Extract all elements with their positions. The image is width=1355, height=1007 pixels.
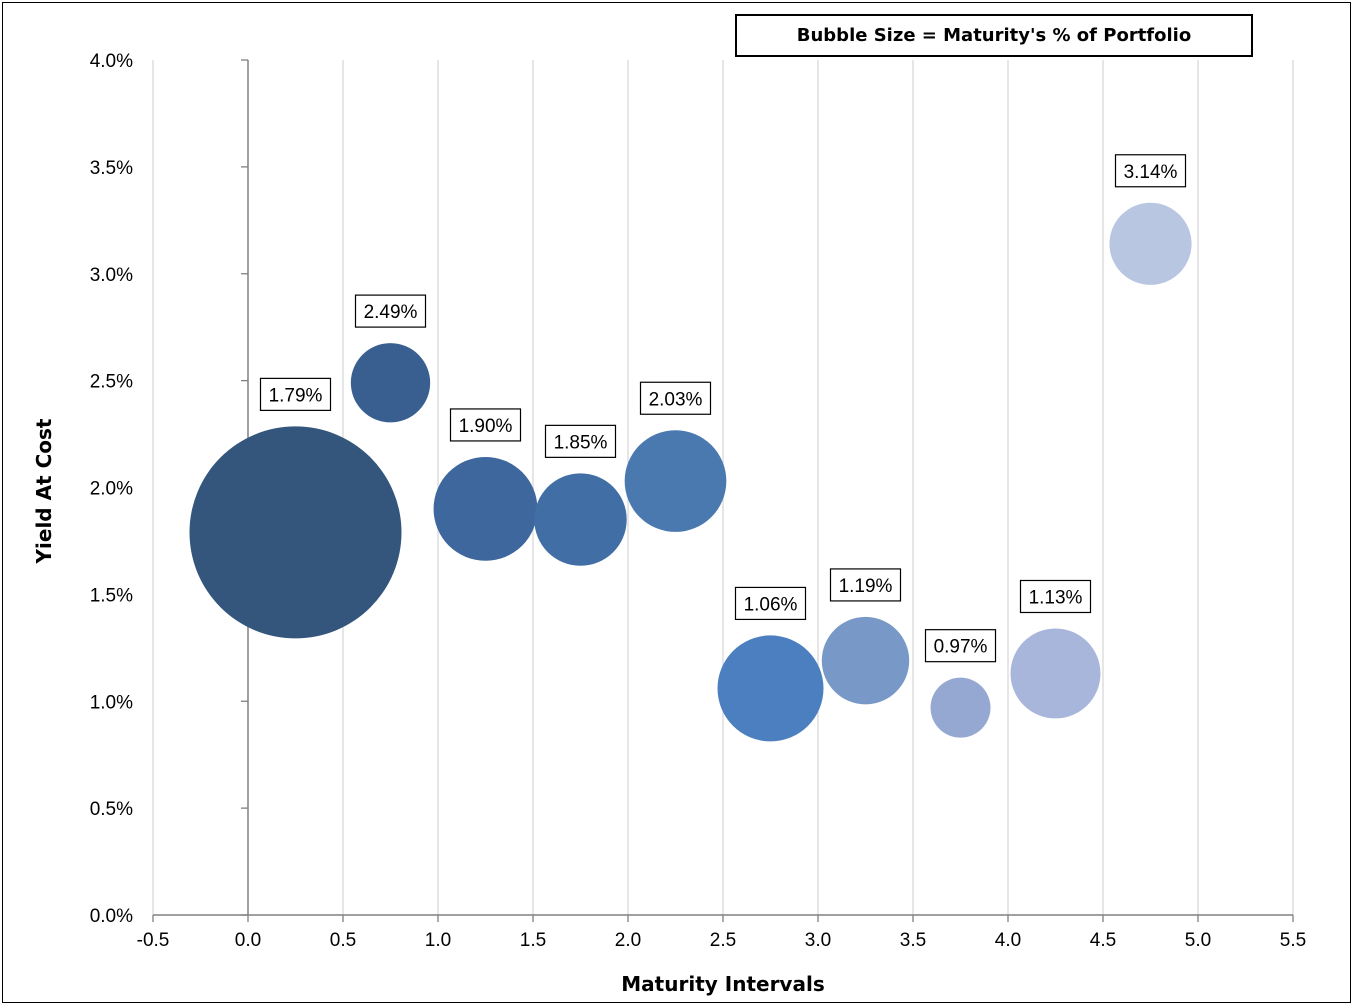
x-tick-label: 3.5: [900, 930, 926, 951]
y-tick-label: 2.5%: [90, 372, 133, 393]
x-tick-label: 2.0: [615, 930, 641, 951]
bubble: [534, 473, 627, 566]
data-label-box: [829, 568, 902, 602]
x-axis-title: Maturity Intervals: [621, 972, 824, 996]
bubble-size-note: Bubble Size = Maturity's % of Portfolio: [735, 14, 1253, 57]
bubble-layer: [189, 202, 1192, 742]
x-tick-label: 1.0: [425, 930, 451, 951]
bubble-chart: -0.5 0.0 0.5 1.0 1.5 2.0 2.5 3.0 3.5 4.0 4.5 5.0 5.5…: [32, 51, 1307, 996]
axis-layer: -0.5 0.0 0.5 1.0 1.5 2.0 2.5 3.0 3.5 4.0 4.5 5.0 5.5…: [90, 51, 1307, 951]
bubble: [930, 677, 991, 738]
data-label: 1.85%: [554, 432, 608, 453]
bubble: [350, 343, 431, 423]
x-tick-label: 4.0: [995, 930, 1021, 951]
data-label-box: [1114, 154, 1187, 188]
data-label-box: [734, 586, 807, 621]
y-tick-label: 1.5%: [90, 585, 133, 606]
y-tick-label: 4.0%: [90, 51, 133, 72]
x-tick-label: 1.5: [520, 930, 546, 951]
data-label: 1.06%: [744, 594, 798, 615]
bubble: [433, 456, 538, 561]
bubble: [1010, 628, 1101, 719]
data-label: 1.79%: [269, 385, 323, 406]
data-label: 2.49%: [364, 302, 418, 323]
y-axis-title: Yield At Cost: [32, 418, 56, 564]
x-tick-label: 5.0: [1185, 930, 1211, 951]
data-label: 3.14%: [1124, 162, 1178, 183]
bubble: [717, 635, 824, 742]
data-label-box: [1019, 579, 1092, 614]
label-layer: 1.79% 2.49% 1.90% 1.85% 2.03% 1.06% 1.19% 0.97%…: [259, 154, 1187, 663]
data-label: 2.03%: [649, 389, 703, 410]
data-label: 1.90%: [459, 416, 513, 437]
x-tick-label: 0.5: [330, 930, 356, 951]
bubble: [1109, 202, 1192, 285]
data-label-box: [639, 381, 712, 415]
x-tick-label: 4.5: [1090, 930, 1116, 951]
data-label-box: [259, 377, 332, 411]
data-label-box: [354, 294, 427, 328]
x-tick-label: 3.0: [805, 930, 831, 951]
bubble: [189, 426, 402, 639]
x-tick-label: 5.5: [1280, 930, 1306, 951]
bubble: [821, 616, 910, 705]
y-tick-label: 2.0%: [90, 479, 133, 500]
x-tick-label: 2.5: [710, 930, 736, 951]
data-label: 1.19%: [839, 576, 893, 597]
x-tick-label: -0.5: [137, 930, 170, 951]
data-label-box: [449, 408, 522, 442]
y-tick-label: 0.5%: [90, 799, 133, 820]
data-label: 1.13%: [1029, 587, 1083, 608]
data-label-box: [924, 629, 997, 663]
y-tick-label: 3.5%: [90, 158, 133, 179]
x-tick-label: 0.0: [235, 930, 261, 951]
bubble: [624, 430, 727, 532]
y-tick-label: 1.0%: [90, 692, 133, 713]
y-tick-label: 0.0%: [90, 906, 133, 927]
y-tick-label: 3.0%: [90, 265, 133, 286]
data-label-box: [544, 424, 617, 458]
data-label: 0.97%: [934, 637, 988, 658]
